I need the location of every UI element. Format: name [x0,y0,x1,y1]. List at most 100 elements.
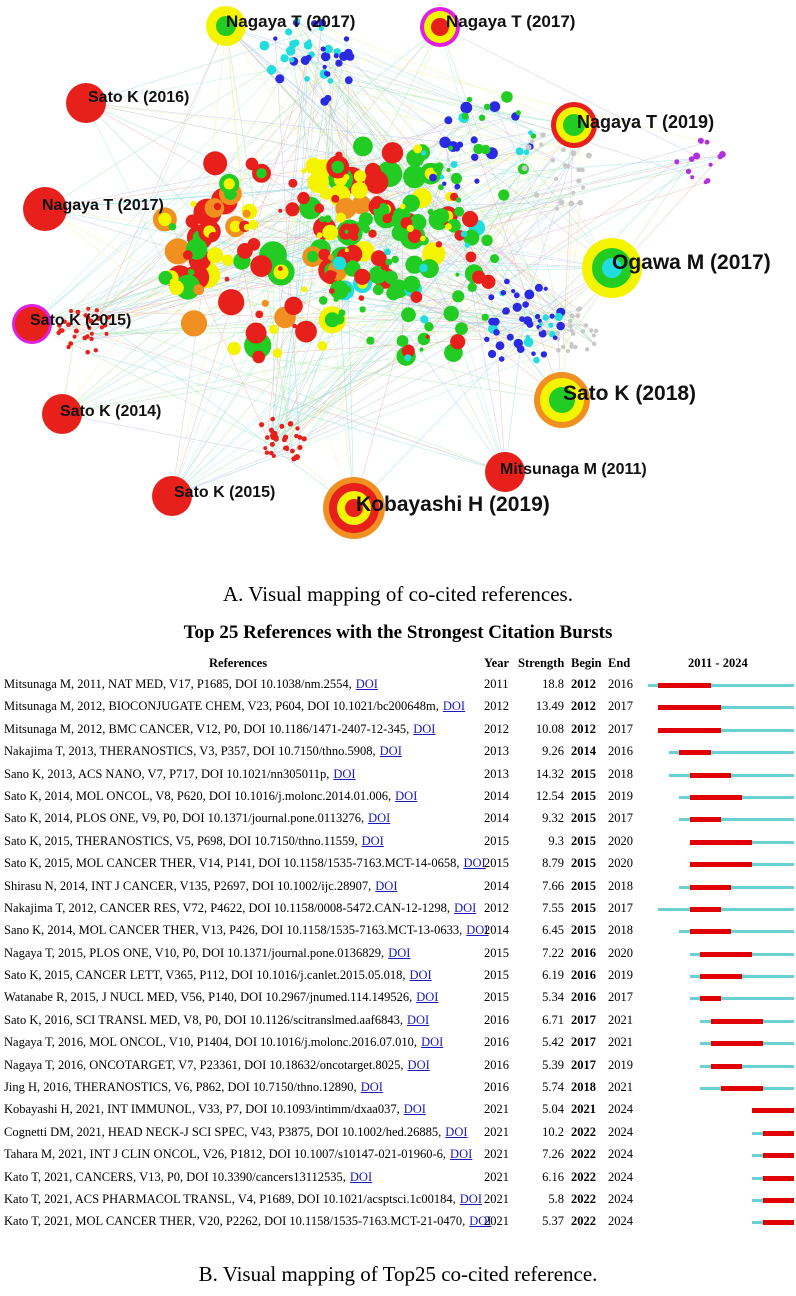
network-node [344,229,349,234]
network-node [297,444,303,451]
label-n12: Kobayashi H (2019) [356,493,550,516]
reference-text: Sato K, 2015, CANCER LETT, V365, P112, D… [4,968,406,983]
network-node [358,295,365,301]
network-node [501,91,513,103]
network-node [351,181,368,199]
doi-link[interactable]: DOI [333,766,356,781]
network-edge [313,26,441,167]
network-node [368,229,377,238]
network-node [429,173,437,182]
burst-row: Mitsunaga M, 2012, BMC CANCER, V12, P0, … [4,719,794,741]
doi-link[interactable]: DOI [375,878,398,893]
timeline-bar [700,1063,794,1069]
row-begin: 2015 [571,856,596,871]
network-node [193,284,205,296]
row-end: 2016 [608,677,633,691]
node-n2-core [431,18,449,36]
network-node [529,139,535,145]
row-reference: Mitsunaga M, 2012, BMC CANCER, V12, P0, … [4,722,435,736]
burst-segment [689,772,732,778]
network-node [284,296,303,316]
node-group-n10: Mitsunaga M (2011) [485,452,647,492]
doi-link[interactable]: DOI [355,677,378,691]
network-node [703,180,708,185]
network-edge [414,176,592,331]
doi-link[interactable]: DOI [407,1057,430,1072]
network-edge [61,314,409,415]
doi-link[interactable]: DOI [360,1080,383,1095]
network-node [697,137,704,144]
network-node [182,250,193,260]
row-year: 2012 [484,900,509,915]
doi-link[interactable]: DOI [349,1169,373,1184]
network-node [311,20,318,28]
network-node [301,286,308,293]
doi-link[interactable]: DOI [379,744,402,759]
network-node [333,296,339,302]
reference-text: Cognetti DM, 2021, HEAD NECK-J SCI SPEC,… [4,1124,442,1139]
row-reference: Sato K, 2014, PLOS ONE, V9, P0, DOI 10.1… [4,811,390,825]
network-node [104,331,109,336]
reference-text: Kato T, 2021, CANCERS, V13, P0, DOI 10.3… [4,1169,346,1184]
doi-link[interactable]: DOI [413,721,436,736]
row-end: 2016 [608,744,633,759]
doi-link[interactable]: DOI [406,1012,430,1027]
network-node [526,320,534,328]
network-node [332,256,347,270]
doi-link[interactable]: DOI [421,1035,444,1050]
doi-link[interactable]: DOI [409,968,432,983]
row-reference: Nakajima T, 2013, THERANOSTICS, V3, P357… [4,744,402,758]
reference-text: Kobayashi H, 2021, INT IMMUNOL, V33, P7,… [4,1102,400,1117]
doi-link[interactable]: DOI [361,833,384,848]
doi-link[interactable]: DOI [469,1214,492,1229]
doi-link[interactable]: DOI [450,1147,473,1162]
reference-text: Nagaya T, 2016, MOL ONCOL, V10, P1404, D… [4,1035,418,1050]
row-strength: 5.42 [542,1035,564,1050]
burst-row: Shirasu N, 2014, INT J CANCER, V135, P26… [4,876,794,898]
label-n7: Sato K (2015) [30,312,131,329]
doi-link[interactable]: DOI [463,856,486,871]
doi-link[interactable]: DOI [459,1191,482,1206]
network-node [384,248,391,256]
network-node [591,333,597,338]
network-node [273,36,278,41]
doi-link[interactable]: DOI [442,699,466,714]
row-reference: Mitsunaga M, 2011, NAT MED, V17, P1685, … [4,677,378,691]
doi-link[interactable]: DOI [466,923,489,938]
node-n1-core [216,16,236,36]
network-node [490,254,499,264]
network-edge [225,25,411,229]
row-begin: 2015 [571,878,596,893]
network-node [287,421,294,427]
network-node [335,212,346,223]
burst-segment [710,1063,742,1069]
network-node [269,433,275,438]
network-edge [296,124,575,458]
network-node [305,157,322,175]
network-node [460,230,468,238]
network-node [538,329,547,338]
row-reference: Sano K, 2014, MOL CANCER THER, V13, P426… [4,923,488,937]
doi-link[interactable]: DOI [388,945,411,960]
network-edge [332,292,504,321]
doi-link[interactable]: DOI [445,1124,468,1139]
network-node [533,356,540,364]
network-edge [434,181,706,269]
doi-link[interactable]: DOI [403,1102,426,1117]
network-node [190,200,197,207]
doi-link[interactable]: DOI [416,990,439,1005]
network-node [344,76,353,85]
network-node [688,156,695,163]
doi-link[interactable]: DOI [368,811,391,826]
row-strength: 9.32 [542,811,564,826]
burst-row: Sato K, 2015, CANCER LETT, V365, P112, D… [4,965,794,987]
network-node [523,149,530,156]
network-node [556,347,561,353]
network-node [592,341,597,347]
burst-row: Mitsunaga M, 2011, NAT MED, V17, P1685, … [4,674,794,696]
burst-row: Sato K, 2016, SCI TRANSL MED, V8, P0, DO… [4,1010,794,1032]
network-node [333,53,339,59]
reference-text: Sato K, 2015, THERANOSTICS, V5, P698, DO… [4,833,358,848]
doi-link[interactable]: DOI [395,788,418,803]
doi-link[interactable]: DOI [454,900,477,915]
